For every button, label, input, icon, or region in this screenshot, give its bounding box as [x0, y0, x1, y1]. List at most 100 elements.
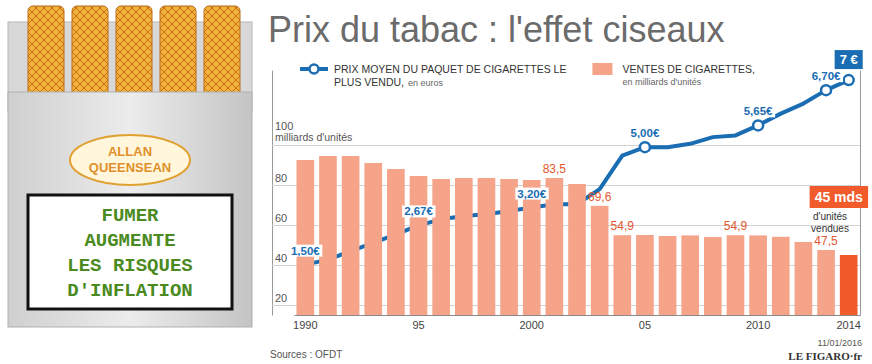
- legend: PRIX MOYEN DU PAQUET DE CIGARETTES LEPLU…: [300, 63, 755, 88]
- data-label: 54,9: [611, 219, 635, 233]
- x-tick-label: 05: [639, 319, 651, 331]
- bar: [749, 235, 767, 315]
- bar: [795, 242, 813, 315]
- bar: [681, 235, 699, 315]
- logo: [70, 135, 190, 185]
- data-label: 5,00€: [631, 127, 660, 139]
- x-tick-label: 2010: [746, 319, 770, 331]
- publisher: LE FIGARO·fr: [788, 350, 862, 362]
- data-label: 69,6: [588, 190, 612, 204]
- legend-marker: [310, 65, 319, 74]
- warning-text: FUMER: [101, 205, 159, 227]
- text-line: vendues: [811, 223, 849, 234]
- date: 11/01/2016: [818, 338, 862, 348]
- y-tick-label: 20: [275, 292, 287, 304]
- source: Sources : OFDT: [270, 349, 342, 360]
- grid-line: [272, 145, 860, 146]
- cigarette: [72, 6, 108, 106]
- legend-item: PRIX MOYEN DU PAQUET DE CIGARETTES LEPLU…: [300, 63, 566, 88]
- bar: [568, 184, 586, 315]
- annotation: d'unitésvendues: [811, 211, 849, 234]
- label-bg: [515, 188, 548, 200]
- x-tick-label: 2000: [519, 319, 543, 331]
- bar: [455, 178, 473, 315]
- text-line: PLUS VENDU,: [334, 76, 404, 88]
- marker: [844, 75, 854, 85]
- marker: [753, 120, 763, 130]
- cigarette: [116, 6, 152, 106]
- data-label: 47,5: [814, 234, 838, 248]
- y-tick-label: 100: [275, 120, 293, 132]
- y-axis-title: milliards d'unités: [275, 131, 352, 143]
- cigarette: [28, 6, 64, 106]
- legend-label: VENTES DE CIGARETTES,: [622, 63, 754, 75]
- bar: [704, 237, 722, 315]
- label-box: [810, 186, 868, 208]
- x-tick: 95: [412, 315, 424, 331]
- grid-line: [272, 185, 860, 186]
- y-tick: 40: [272, 252, 860, 266]
- data-label: 54,9: [724, 219, 748, 233]
- legend-unit: en euros: [408, 78, 444, 88]
- y-tick-label: 60: [275, 212, 287, 224]
- bar: [523, 180, 541, 315]
- bar: [659, 236, 677, 315]
- brand-text: QUEENSEAN: [89, 160, 171, 175]
- label-bg: [742, 105, 775, 117]
- bar: [500, 179, 518, 315]
- warning-text: D'INFLATION: [67, 280, 192, 302]
- y-tick: 60: [272, 212, 860, 226]
- x-tick: 2010: [746, 315, 770, 331]
- data-label: 7 €: [840, 52, 858, 67]
- bar: [387, 169, 405, 315]
- warning-text: LES RISQUES: [67, 255, 192, 277]
- x-tick: 1990: [293, 315, 317, 331]
- bar: [772, 237, 790, 315]
- cigarette: [204, 6, 240, 106]
- illustration: ALLANQUEENSEANFUMERAUGMENTELES RISQUESD'…: [8, 6, 252, 327]
- data-label: 45 mds: [815, 189, 863, 205]
- text-line: d'unités: [813, 211, 847, 222]
- grid-line: [272, 305, 860, 306]
- x-tick: 2014: [836, 315, 860, 331]
- text-line: PRIX MOYEN DU PAQUET DE CIGARETTES LE: [334, 63, 566, 75]
- x-tick-label: 95: [412, 319, 424, 331]
- data-label: 6,70€: [812, 70, 841, 82]
- bar: [613, 235, 631, 315]
- label-bg: [810, 70, 843, 82]
- x-tick-label: 2014: [836, 319, 860, 331]
- bar: [591, 206, 609, 315]
- bar: [342, 156, 360, 315]
- bar: [840, 255, 858, 315]
- bar: [432, 179, 450, 315]
- y-axis-line: [272, 71, 273, 316]
- bar: [727, 235, 745, 315]
- title: Prix du tabac : l'effet ciseaux: [268, 9, 724, 50]
- label-bg: [289, 245, 322, 257]
- data-label: 3,20€: [517, 188, 546, 200]
- legend-unit: en milliards d'unités: [622, 77, 701, 87]
- y-axis: 20 40 60 80 100: [272, 71, 860, 316]
- grid-line: [272, 225, 860, 226]
- label-bg: [629, 127, 662, 139]
- brand-text: ALLAN: [108, 144, 152, 159]
- y-tick: 20: [272, 292, 860, 306]
- x-tick: 2000: [519, 315, 543, 331]
- bar: [817, 250, 835, 315]
- x-axis-line: [295, 315, 861, 316]
- x-axis: 1990 95 2000 05 2010 2014: [293, 315, 861, 331]
- y-tick-label: 40: [275, 252, 287, 264]
- marker: [640, 142, 650, 152]
- bar: [364, 163, 382, 315]
- x-tick-label: 1990: [293, 319, 317, 331]
- bar: [478, 178, 496, 315]
- pack-front: [8, 92, 252, 327]
- text-line: VENTES DE CIGARETTES,: [622, 63, 754, 75]
- data-labels: 1,50€2,67€3,20€5,00€5,65€6,70€7 €83,569,…: [289, 50, 868, 257]
- svg-element: ALLANQUEENSEANFUMERAUGMENTELES RISQUESD'…: [0, 0, 872, 364]
- cigarette: [160, 6, 196, 106]
- bar: [319, 156, 337, 315]
- legend-swatch: [592, 63, 612, 75]
- warning-box: [28, 195, 232, 309]
- y-tick-label: 80: [275, 172, 287, 184]
